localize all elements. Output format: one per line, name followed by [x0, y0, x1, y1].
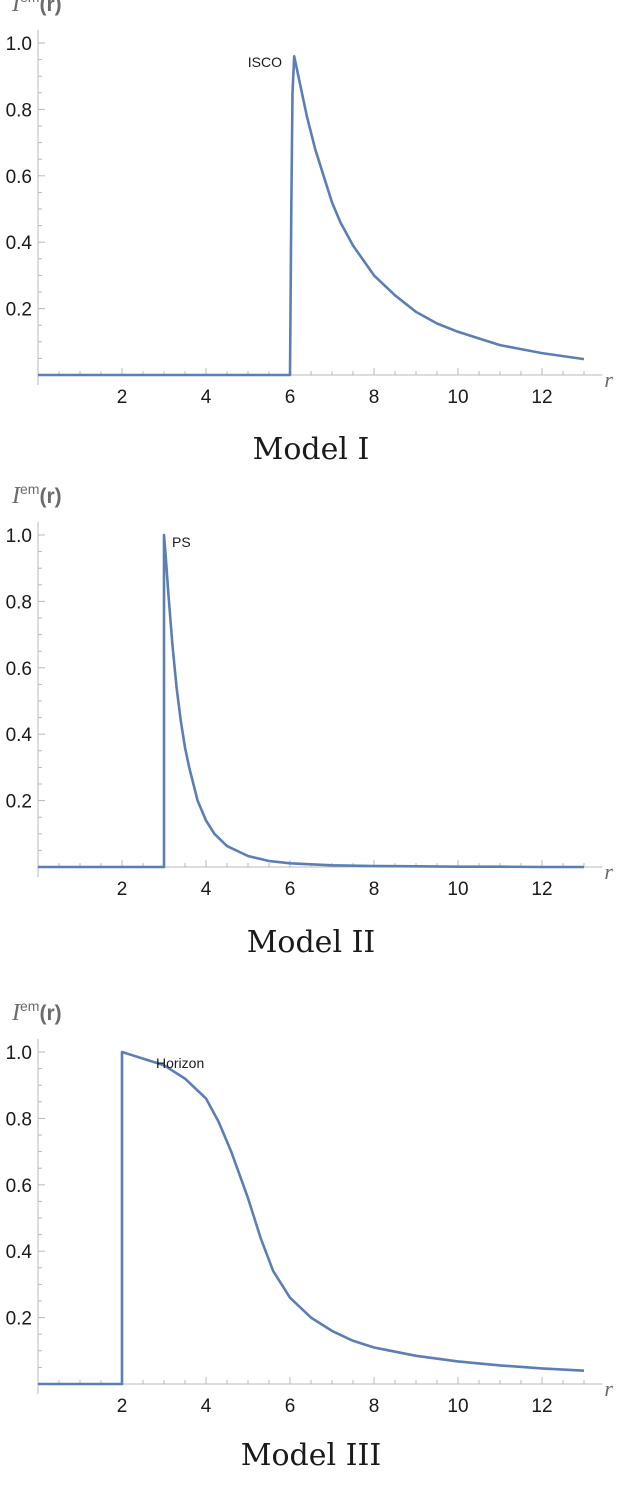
y-axis-label: Iem(r) — [11, 0, 62, 17]
y-tick-label: 0.4 — [6, 725, 33, 746]
y-tick-label: 0.6 — [6, 659, 32, 680]
x-tick-label: 6 — [285, 879, 296, 900]
chart-caption: Model II — [246, 925, 376, 960]
y-tick-label: 0.4 — [6, 1242, 33, 1263]
x-tick-label: 10 — [447, 387, 468, 408]
chart-panel-model-2: 2 4 6 8 10 12 0.2 0.4 0.6 0.8 1.0 Iem(r) r PS Model I… — [0, 485, 622, 975]
x-tick-label: 4 — [201, 387, 212, 408]
y-tick-label: 0.2 — [6, 300, 32, 321]
x-axis-label: r — [604, 1376, 613, 1401]
x-tick-label: 6 — [285, 1396, 296, 1417]
x-tick-label: 2 — [117, 1396, 128, 1417]
chart-caption: Model III — [240, 1438, 382, 1473]
x-tick-label: 12 — [531, 1396, 552, 1417]
x-tick-label: 8 — [369, 387, 380, 408]
x-tick-label: 8 — [369, 879, 380, 900]
x-tick-label: 6 — [285, 387, 296, 408]
chart-panel-model-1: 2 4 6 8 10 12 0.2 0.4 0.6 0.8 1.0 Iem(r) r ISCO Model… — [0, 0, 622, 480]
y-tick-label: 1.0 — [6, 526, 32, 547]
y-tick-label: 0.2 — [6, 1309, 32, 1330]
y-tick-label: 0.8 — [6, 592, 32, 613]
y-tick-label: 1.0 — [6, 34, 32, 55]
chart-svg-model-3: 2 4 6 8 10 12 0.2 0.4 0.6 0.8 1.0 Iem(r) r Horizon — [6, 1000, 614, 1417]
y-tick-label: 0.8 — [6, 100, 32, 121]
annotation-label: Horizon — [156, 1055, 204, 1071]
x-tick-label: 10 — [447, 879, 468, 900]
chart-svg-model-2: 2 4 6 8 10 12 0.2 0.4 0.6 0.8 1.0 Iem(r) r PS — [6, 485, 614, 900]
x-tick-label: 4 — [201, 1396, 212, 1417]
x-axis-label: r — [604, 367, 613, 392]
y-tick-label: 0.2 — [6, 792, 32, 813]
y-tick-label: 0.4 — [6, 233, 33, 254]
chart-caption: Model I — [252, 432, 370, 467]
x-axis-label: r — [604, 859, 613, 884]
y-tick-label: 1.0 — [6, 1043, 32, 1064]
x-tick-label: 10 — [447, 1396, 468, 1417]
x-tick-label: 12 — [531, 387, 552, 408]
annotation-label: PS — [172, 534, 191, 550]
series-line — [38, 533, 584, 869]
y-axis-label: Iem(r) — [11, 1000, 62, 1026]
series-line — [38, 55, 585, 377]
x-tick-label: 4 — [201, 879, 212, 900]
series-line — [38, 1050, 585, 1386]
chart-panel-model-3: 2 4 6 8 10 12 0.2 0.4 0.6 0.8 1.0 Iem(r) r Horizon Mo… — [0, 1000, 622, 1485]
annotation-label: ISCO — [248, 54, 282, 70]
y-axis-label: Iem(r) — [11, 485, 62, 509]
y-tick-label: 0.8 — [6, 1109, 32, 1130]
y-tick-label: 0.6 — [6, 167, 32, 188]
chart-svg-model-1: 2 4 6 8 10 12 0.2 0.4 0.6 0.8 1.0 Iem(r) r ISCO — [6, 0, 614, 408]
x-tick-label: 2 — [117, 879, 128, 900]
y-tick-label: 0.6 — [6, 1176, 32, 1197]
x-tick-label: 2 — [117, 387, 128, 408]
x-tick-label: 8 — [369, 1396, 380, 1417]
x-tick-label: 12 — [531, 879, 552, 900]
